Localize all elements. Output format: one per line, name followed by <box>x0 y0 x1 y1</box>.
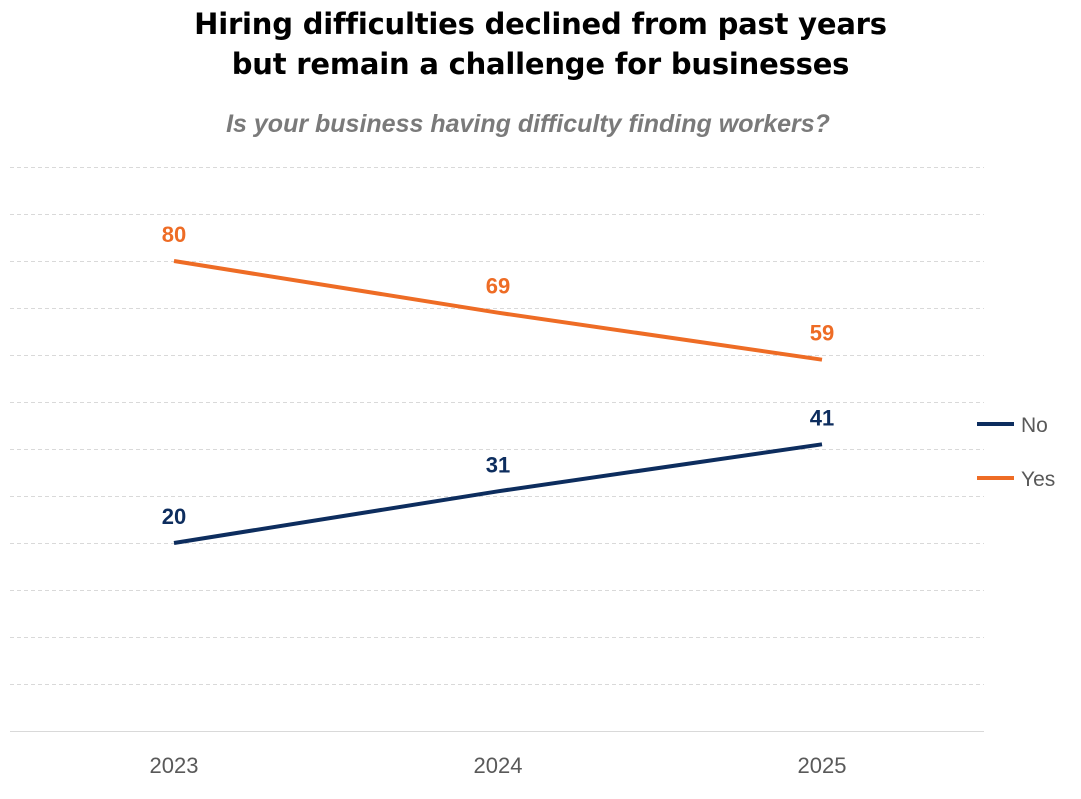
series-line-yes <box>173 259 823 362</box>
data-label: 41 <box>810 405 834 430</box>
x-tick-label: 2023 <box>150 753 199 778</box>
x-tick-label: 2025 <box>798 753 847 778</box>
data-label: 31 <box>486 452 510 477</box>
legend-label-yes: Yes <box>1021 468 1055 491</box>
data-label: 20 <box>162 504 186 529</box>
series-line-no <box>173 442 823 545</box>
x-tick-label: 2024 <box>474 753 523 778</box>
chart-subtitle: Is your business having difficulty findi… <box>226 110 830 138</box>
data-label: 80 <box>162 222 186 247</box>
data-label: 69 <box>486 274 510 299</box>
legend-label-no: No <box>1021 414 1048 437</box>
data-label: 59 <box>810 321 834 346</box>
chart-title: Hiring difficulties declined from past y… <box>0 4 1081 84</box>
chart-title-line-1: Hiring difficulties declined from past y… <box>194 7 887 41</box>
chart-title-line-2: but remain a challenge for businesses <box>231 47 850 81</box>
